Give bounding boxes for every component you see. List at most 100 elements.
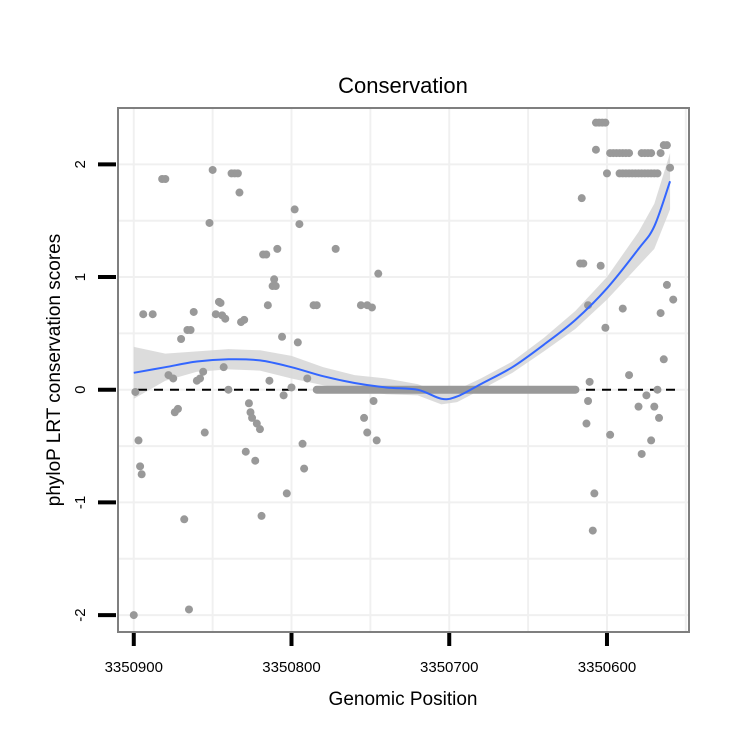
smooth-curve (133, 180, 672, 401)
data-point (136, 462, 145, 471)
data-point (577, 194, 586, 203)
data-point (244, 399, 253, 408)
data-point (647, 436, 656, 445)
data-point (653, 385, 662, 394)
data-point (279, 391, 288, 400)
data-point (282, 489, 291, 498)
data-point (300, 464, 309, 473)
data-point (642, 391, 651, 400)
data-point (240, 315, 249, 324)
data-point (298, 439, 307, 448)
x-tick-label: 3350800 (262, 659, 320, 676)
data-point (372, 436, 381, 445)
data-point (271, 282, 280, 291)
data-point (208, 165, 217, 174)
data-point (662, 280, 671, 289)
data-point (659, 355, 668, 364)
data-point (241, 447, 250, 456)
data-point (235, 188, 244, 197)
data-point (278, 332, 287, 341)
x-tick-label: 3350900 (105, 659, 163, 676)
data-point (177, 335, 186, 344)
data-point (637, 449, 646, 458)
data-point (606, 430, 615, 439)
data-point (618, 304, 627, 313)
data-point (148, 310, 157, 319)
data-point (273, 244, 282, 253)
data-point (290, 205, 299, 214)
data-point (257, 511, 266, 520)
data-point (625, 149, 634, 158)
data-point (211, 310, 220, 319)
y-axis-title: phyloP LRT conservation scores (44, 234, 65, 507)
data-point (129, 611, 138, 620)
data-point (303, 374, 312, 383)
data-point (139, 310, 148, 319)
data-point (363, 428, 372, 437)
data-point (656, 309, 665, 318)
data-point (219, 363, 228, 372)
data-point (656, 149, 665, 158)
data-point (369, 396, 378, 405)
confidence-ribbon (133, 153, 671, 405)
x-axis-title: Genomic Position (329, 689, 478, 710)
data-point (287, 383, 296, 392)
data-point (666, 163, 675, 172)
data-point (596, 261, 605, 270)
data-point (374, 269, 383, 278)
loess-smooth-line (133, 180, 672, 401)
data-point (588, 526, 597, 535)
data-point (331, 244, 340, 253)
data-point (137, 470, 146, 479)
data-points (129, 118, 678, 620)
data-point (579, 259, 588, 268)
y-tick-label: 0 (72, 386, 89, 394)
data-point (585, 377, 594, 386)
data-point (356, 301, 365, 310)
data-point (582, 419, 591, 428)
data-point (169, 374, 178, 383)
x-tick-label: 3350700 (420, 659, 478, 676)
data-point (295, 220, 304, 229)
confidence-band (133, 153, 671, 405)
data-point (360, 413, 369, 422)
y-tick-label: 1 (72, 273, 89, 281)
data-point (224, 385, 233, 394)
data-point (270, 275, 279, 284)
data-point (186, 325, 195, 334)
data-point (251, 456, 260, 465)
data-point (199, 367, 208, 376)
data-point (200, 428, 209, 437)
data-point (662, 141, 671, 150)
panel-border (117, 107, 690, 633)
data-point (233, 169, 242, 178)
data-point (189, 307, 198, 316)
data-point (655, 413, 664, 422)
data-point (184, 605, 193, 614)
data-point (131, 387, 140, 396)
data-point (625, 371, 634, 380)
data-point (312, 301, 321, 310)
data-point (221, 314, 230, 323)
data-point (293, 338, 302, 347)
axes: 3350900 3350800 3350700 3350600 -2 -1 0 1 2 (72, 160, 636, 676)
data-point (590, 489, 599, 498)
data-point (634, 402, 643, 411)
y-tick-label: -1 (72, 496, 89, 509)
data-point (205, 218, 214, 227)
y-tick-label: -2 (72, 608, 89, 621)
data-point (265, 376, 274, 385)
y-tick-label: 2 (72, 160, 89, 168)
data-point (591, 145, 600, 154)
data-point (262, 250, 271, 259)
data-point (173, 404, 182, 413)
data-point (248, 413, 257, 422)
data-point (601, 118, 610, 127)
data-point (216, 298, 225, 307)
data-point (180, 515, 189, 524)
data-point (584, 396, 593, 405)
data-point (653, 169, 662, 178)
data-point (196, 374, 205, 383)
